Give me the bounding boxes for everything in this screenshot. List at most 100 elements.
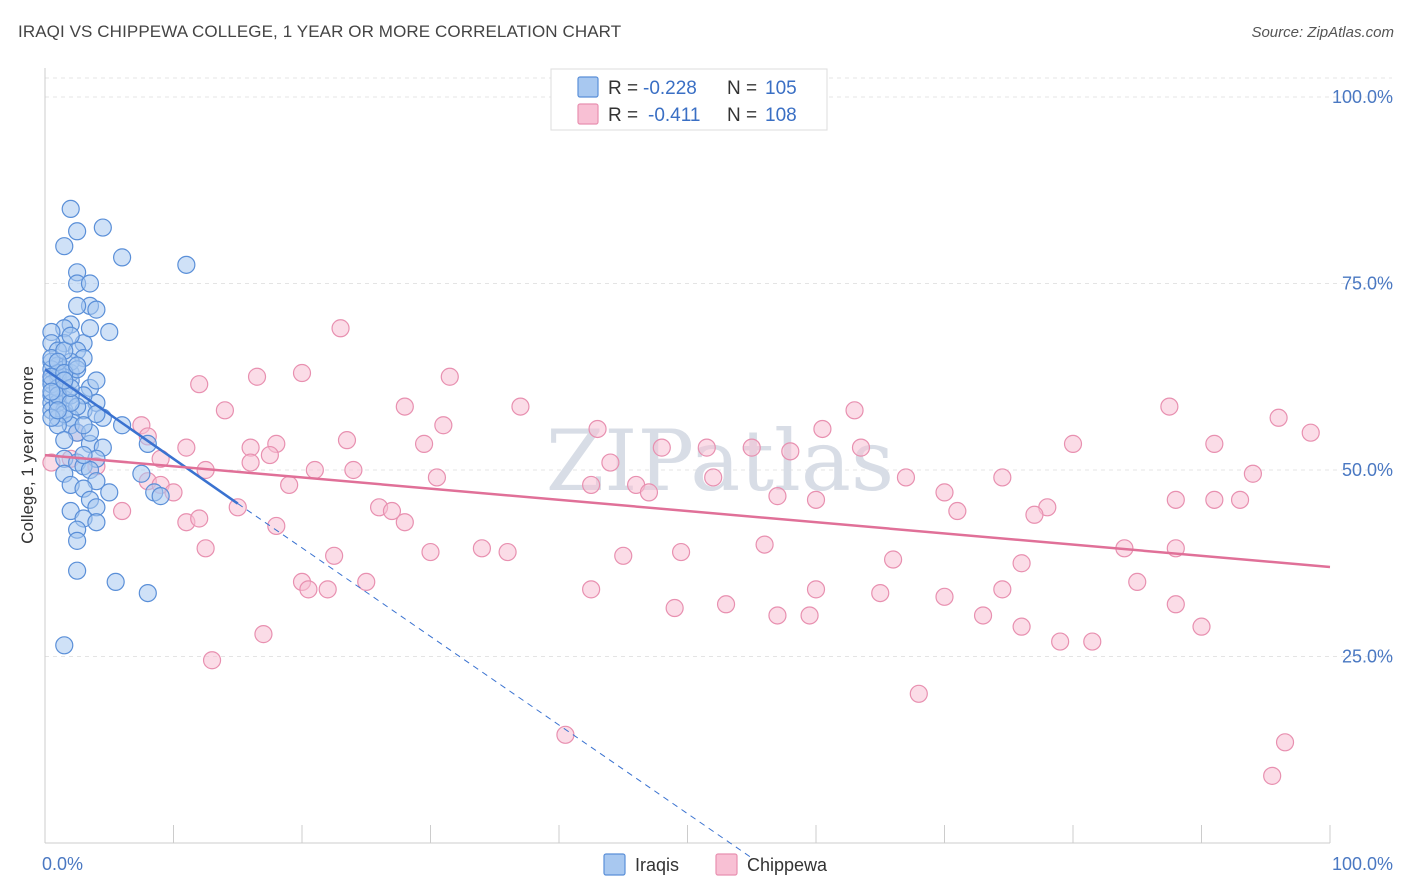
data-point <box>74 416 93 435</box>
data-point <box>87 300 106 319</box>
data-point <box>652 438 671 457</box>
data-point <box>48 401 67 420</box>
data-point <box>382 501 402 521</box>
legend-swatch-chippewa <box>577 103 599 125</box>
data-point <box>87 513 106 532</box>
y-axis-label: College, 1 year or more <box>18 366 37 544</box>
y-tick-labels: 25.0% 50.0% 75.0% 100.0% <box>1332 87 1393 667</box>
legend-r-iraqis: -0.228 <box>643 78 697 99</box>
data-point <box>498 542 517 562</box>
data-point <box>241 453 260 472</box>
data-point <box>260 445 279 465</box>
data-point <box>582 475 601 495</box>
data-point <box>196 539 215 558</box>
data-point <box>421 542 440 562</box>
legend-box: R = -0.228 N = 105 R = -0.411 N = 108 <box>550 68 828 131</box>
data-point <box>106 572 125 592</box>
data-point <box>68 531 87 550</box>
data-point <box>55 431 74 450</box>
data-point <box>80 319 100 338</box>
x-tick-label-max: 100.0% <box>1332 854 1393 874</box>
legend-n-label-chippewa: N = <box>727 105 757 126</box>
data-point <box>68 222 87 241</box>
data-point <box>100 483 119 502</box>
data-point <box>601 453 620 472</box>
data-point <box>1160 397 1179 416</box>
data-point <box>87 371 106 390</box>
legend-r-chippewa: -0.411 <box>648 105 700 126</box>
data-point <box>1243 464 1263 483</box>
data-point <box>813 419 832 439</box>
legend-n-iraqis: 105 <box>765 78 797 99</box>
data-point <box>151 487 170 506</box>
data-point <box>973 606 993 625</box>
data-point <box>305 460 324 480</box>
y-tick-label: 75.0% <box>1342 274 1393 294</box>
data-point <box>1263 766 1282 785</box>
data-point <box>993 580 1012 599</box>
data-point <box>177 255 196 274</box>
data-point <box>61 199 80 218</box>
data-point <box>414 434 434 453</box>
data-point <box>318 580 337 599</box>
data-point <box>1012 617 1031 636</box>
data-point <box>1205 434 1224 453</box>
chart-source: Source: ZipAtlas.com <box>1251 24 1394 41</box>
data-point <box>472 539 491 558</box>
bottom-legend-label-iraqis: Iraqis <box>635 855 679 875</box>
data-point <box>806 580 826 599</box>
data-point <box>395 513 414 532</box>
legend-r-label-iraqis: R = <box>608 78 638 99</box>
data-point <box>280 475 299 495</box>
data-point <box>993 468 1012 487</box>
data-point <box>331 319 350 338</box>
y-tick-label: 50.0% <box>1342 460 1393 480</box>
iraqis-points <box>42 199 196 655</box>
data-point <box>190 509 209 528</box>
data-point <box>1269 408 1288 427</box>
data-point <box>344 460 363 480</box>
data-point <box>639 483 659 502</box>
data-point <box>68 561 87 580</box>
data-point <box>845 401 864 420</box>
data-point <box>1230 490 1250 509</box>
data-point <box>93 218 112 237</box>
data-point <box>434 416 453 435</box>
data-point <box>742 438 761 457</box>
data-point <box>588 419 607 439</box>
data-point <box>42 382 61 401</box>
data-point <box>55 636 74 655</box>
legend-swatch-iraqis <box>577 76 599 98</box>
data-point <box>806 490 826 509</box>
chart-title: IRAQI VS CHIPPEWA COLLEGE, 1 YEAR OR MOR… <box>18 22 622 41</box>
data-point <box>202 651 222 670</box>
legend-r-label-chippewa: R = <box>608 105 638 126</box>
bottom-legend-swatch-chippewa <box>715 853 738 876</box>
x-tick-label-min: 0.0% <box>42 854 83 874</box>
trendline-chippewa <box>44 453 1331 569</box>
data-point <box>215 401 234 420</box>
data-point <box>61 326 80 345</box>
bottom-legend-swatch-iraqis <box>603 853 626 876</box>
data-point <box>768 487 787 506</box>
data-point <box>935 483 954 502</box>
data-point <box>1301 423 1320 442</box>
data-point <box>948 501 967 521</box>
data-point <box>267 516 286 536</box>
data-point <box>68 296 87 315</box>
trendline-iraqis <box>44 368 239 505</box>
data-point <box>395 397 414 416</box>
data-point <box>190 375 209 394</box>
data-point <box>671 542 691 562</box>
data-point <box>896 468 916 487</box>
data-point <box>1166 490 1185 509</box>
data-point <box>1063 434 1083 453</box>
data-point <box>511 397 530 416</box>
data-point <box>1083 632 1102 651</box>
data-point <box>768 606 787 625</box>
chippewa-points <box>42 319 1320 785</box>
data-point <box>871 583 890 603</box>
y-tick-label: 100.0% <box>1332 87 1393 107</box>
data-point <box>228 498 247 517</box>
